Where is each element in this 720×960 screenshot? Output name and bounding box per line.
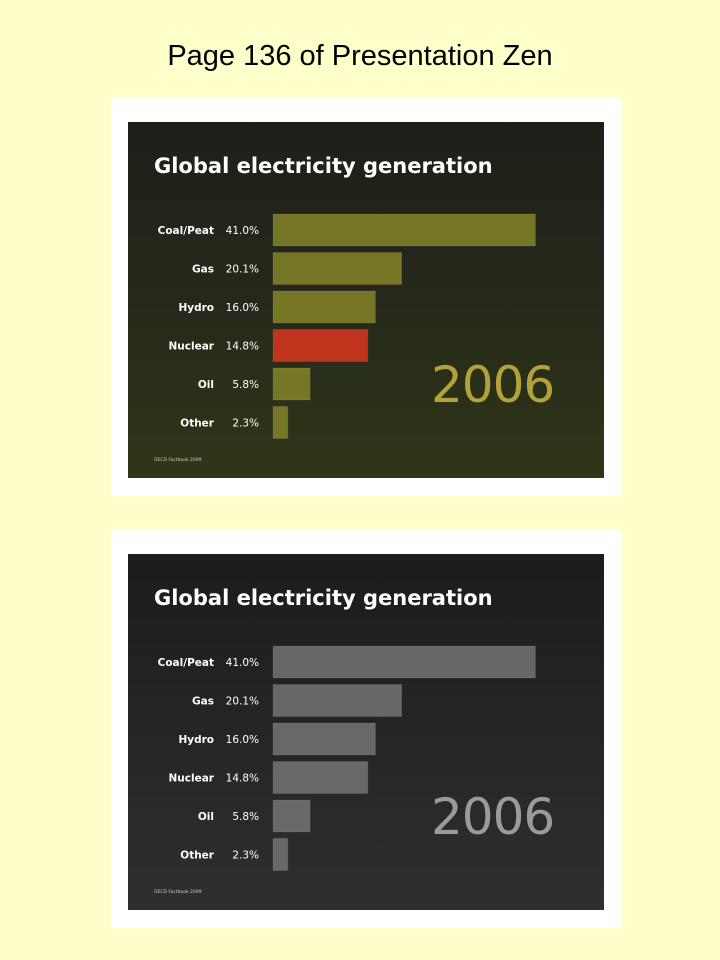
value-label: 20.1% <box>226 264 259 276</box>
category-label: Gas <box>192 264 214 276</box>
value-label: 14.8% <box>226 773 259 785</box>
source-note: OECD Factbook 2009 <box>154 889 202 895</box>
slide-color-version: Global electricity generation Coal/Peat 41… <box>128 122 604 478</box>
bar-hydro <box>272 722 376 756</box>
value-label: 16.0% <box>226 302 259 314</box>
chart-title: Global electricity generation <box>154 154 493 178</box>
value-label: 20.1% <box>226 696 259 708</box>
category-label: Hydro <box>178 302 214 314</box>
bar-other <box>272 838 289 871</box>
year-annotation: 2006 <box>431 356 554 414</box>
bar-nuclear <box>272 329 369 362</box>
value-label: 5.8% <box>232 811 259 823</box>
category-label: Oil <box>198 379 214 391</box>
value-label: 41.0% <box>226 225 259 237</box>
bar-oil <box>272 367 311 401</box>
category-label: Nuclear <box>169 773 215 785</box>
bar-chart-color: Global electricity generation Coal/Peat 41… <box>154 154 555 463</box>
bar-oil <box>272 799 311 833</box>
chart-title: Global electricity generation <box>154 586 493 610</box>
category-label: Coal/Peat <box>158 657 214 669</box>
source-note: OECD Factbook 2009 <box>154 457 202 463</box>
bar-chart-gray: Global electricity generation Coal/Peat 41… <box>154 586 555 895</box>
category-label: Gas <box>192 696 214 708</box>
value-label: 5.8% <box>232 379 259 391</box>
bar-nuclear <box>272 761 369 794</box>
value-label: 16.0% <box>226 734 259 746</box>
category-label: Coal/Peat <box>158 225 214 237</box>
bar-gas <box>272 252 403 285</box>
value-label: 41.0% <box>226 657 259 669</box>
value-label: 2.3% <box>232 418 259 430</box>
category-label: Nuclear <box>169 341 215 353</box>
bar-hydro <box>272 290 376 324</box>
category-label: Other <box>180 850 215 862</box>
bar-coal-peat <box>272 213 536 247</box>
year-annotation: 2006 <box>431 788 554 846</box>
category-label: Hydro <box>178 734 214 746</box>
slide-frame-color: Global electricity generation Coal/Peat 41… <box>111 98 621 496</box>
bar-gas <box>272 684 403 717</box>
slide-gray-version: Global electricity generation Coal/Peat 41… <box>128 554 604 910</box>
page-title: Page 136 of Presentation Zen <box>167 40 553 72</box>
bar-other <box>272 406 289 439</box>
value-label: 2.3% <box>232 850 259 862</box>
value-label: 14.8% <box>226 341 259 353</box>
category-label: Oil <box>198 811 214 823</box>
category-label: Other <box>180 418 215 430</box>
bar-coal-peat <box>272 645 536 679</box>
slide-frame-gray: Global electricity generation Coal/Peat 41… <box>111 530 621 928</box>
